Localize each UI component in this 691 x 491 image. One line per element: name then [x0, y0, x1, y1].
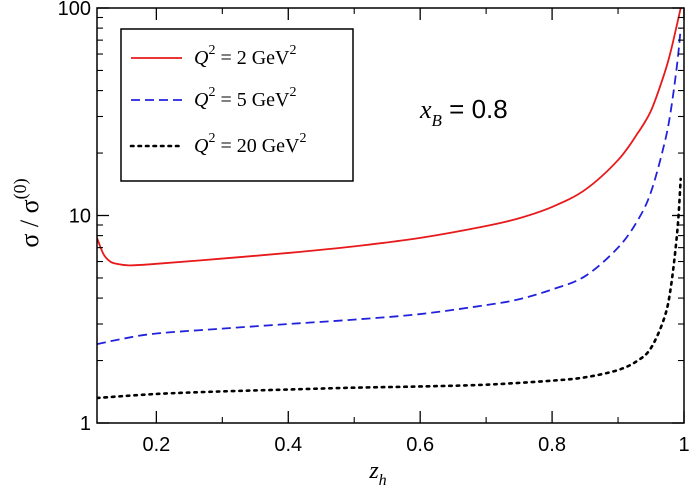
series-layer: [97, 8, 682, 400]
x-axis-label-sub: h: [379, 472, 387, 489]
legend-label-2: Q2 = 20 GeV2: [194, 131, 307, 157]
x-tick-label-0: 0.2: [142, 434, 170, 456]
legend-q-sup: 2: [208, 85, 215, 100]
legend-q-sup: 2: [208, 43, 215, 58]
legend-q: Q: [194, 47, 209, 69]
legend-unit-sup: 2: [300, 131, 307, 146]
legend-q: Q: [194, 89, 209, 111]
y-tick-label-1: 10: [69, 206, 91, 228]
y-tick-label-0: 1: [80, 413, 91, 435]
x-tick-label-4: 1: [678, 434, 689, 456]
series-line-2: [97, 177, 682, 400]
series-line-1: [97, 28, 682, 345]
annotation-sub: B: [432, 111, 443, 130]
y-axis-label: σ / σ(0): [10, 178, 44, 247]
x-tick-label-2: 0.6: [406, 434, 434, 456]
legend-unit-sup: 2: [290, 43, 297, 58]
legend-eq: = 5 GeV: [215, 89, 290, 111]
legend-label-0: Q2 = 2 GeV2: [194, 43, 297, 69]
ticks-layer: 0.2 0.4 0.6 0.8 1 1 10 100: [58, 0, 690, 456]
legend-eq: = 20 GeV: [215, 135, 300, 157]
annotation-rest: = 0.8: [442, 94, 508, 124]
annotation-base: x: [419, 95, 432, 124]
x-axis-label: zh: [368, 458, 386, 489]
x-tick-label-1: 0.4: [274, 434, 302, 456]
legend-unit-sup: 2: [290, 85, 297, 100]
y-axis-label-base: σ / σ: [15, 199, 44, 247]
series-line-0: [97, 8, 682, 267]
x-tick-label-3: 0.8: [538, 434, 566, 456]
legend-label-1: Q2 = 5 GeV2: [194, 85, 297, 111]
legend-q: Q: [194, 135, 209, 157]
y-tick-label-2: 100: [58, 0, 91, 20]
x-axis-label-base: z: [368, 458, 379, 484]
legend-box: [120, 28, 354, 182]
annotation-xb: xB = 0.8: [419, 94, 508, 130]
y-axis-label-sup: (0): [10, 178, 31, 199]
legend-eq: = 2 GeV: [215, 47, 290, 69]
legend-q-sup: 2: [208, 131, 215, 146]
